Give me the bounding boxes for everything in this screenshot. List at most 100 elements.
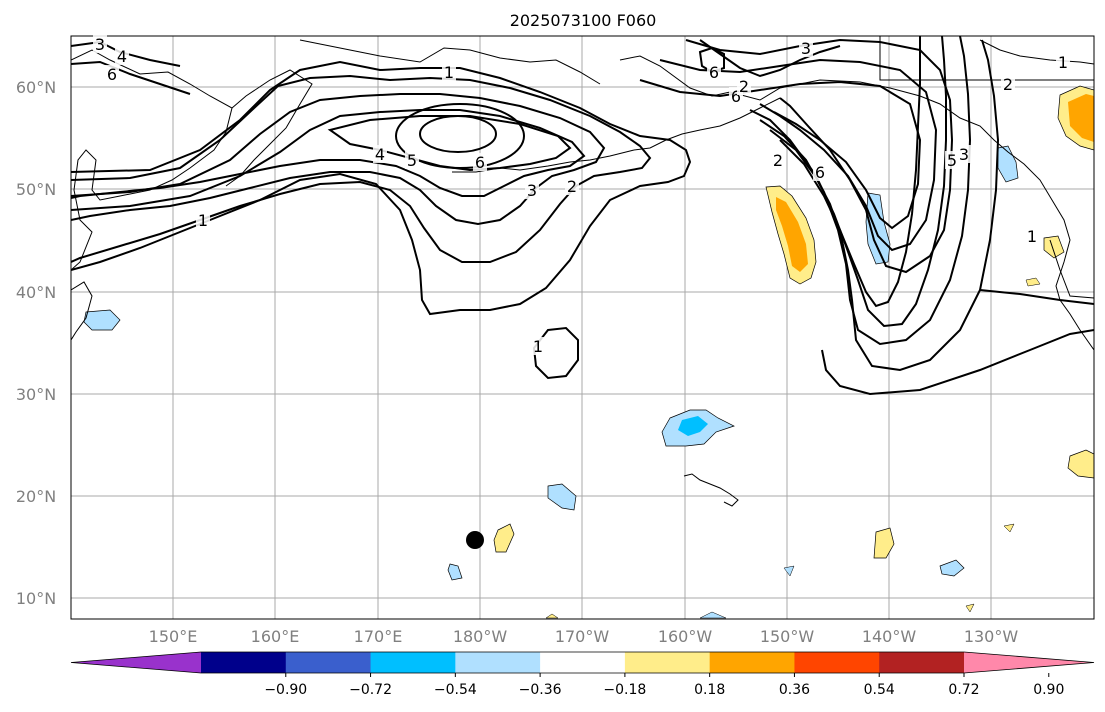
- contour-label-bg: [945, 151, 959, 169]
- contour-1-pacific-east: [685, 38, 954, 274]
- colorbar-swatch: [879, 652, 965, 673]
- fill-negative-small-1: [783, 565, 795, 577]
- contour-label-bg: [1056, 53, 1070, 71]
- coast-kamchatka-peninsula: [225, 69, 313, 187]
- contour-label: 6: [107, 65, 117, 84]
- fill-positive-ca-small: [1025, 277, 1041, 287]
- colorbar-tick-label: 0.36: [779, 682, 810, 698]
- contour-label-bg: [799, 39, 813, 57]
- contour-label: 6: [815, 163, 825, 182]
- contour-label: 2: [1003, 75, 1013, 94]
- contour-label: 5: [407, 151, 417, 170]
- map-frame: [70, 35, 1095, 620]
- colorbar-tick-label: 0.72: [948, 682, 979, 698]
- lon-label-160e: 160°E: [251, 627, 300, 646]
- fill-positive-small-1: [1003, 523, 1015, 533]
- contour-4-north: [71, 109, 586, 211]
- colorbar-swatch: [624, 652, 711, 673]
- fill-negative-vancouver: [997, 145, 1019, 183]
- contour-label: 3: [95, 35, 105, 54]
- contour-3-pacific-east: [639, 79, 922, 230]
- fill-negative-central: [547, 483, 577, 511]
- lon-label-130w: 130°W: [964, 627, 1019, 646]
- longitude-labels: 150°E 160°E 170°E 180°W 170°W 160°W 150°…: [149, 627, 1019, 646]
- latitude-labels: 60°N 50°N 40°N 30°N 20°N 10°N: [16, 78, 56, 608]
- contour-label-bg: [442, 63, 456, 81]
- contour-label-bg: [93, 35, 107, 53]
- colorbar-swatch: [370, 652, 456, 673]
- contour-label: 1: [1027, 227, 1037, 246]
- colorbar-swatch: [709, 652, 795, 673]
- fill-positive-east-edge: [1067, 449, 1094, 479]
- fill-negative-japan-east: [83, 309, 121, 331]
- coast-bc: [979, 39, 1094, 65]
- lat-label-10n: 10°N: [16, 589, 56, 608]
- contour-label: 2: [773, 151, 783, 170]
- lat-label-30n: 30°N: [16, 385, 56, 404]
- contour-label-bg: [196, 211, 210, 229]
- contour-2-pacific-east: [659, 58, 938, 252]
- contour-label-bg: [565, 177, 579, 195]
- fill-negative-offshore-pnw: [865, 192, 891, 265]
- contour-label: 3: [801, 39, 811, 58]
- fill-negative-southeast: [939, 559, 965, 577]
- lat-label-50n: 50°N: [16, 180, 56, 199]
- contour-label-bg: [1001, 75, 1015, 93]
- contour-label-bg: [373, 145, 387, 163]
- contour-top-right-6: [698, 46, 725, 74]
- contour-label: 3: [527, 181, 537, 200]
- colorbar-swatch: [285, 652, 372, 673]
- contour-label-bg: [405, 151, 419, 169]
- contour-label-bg: [1025, 227, 1039, 245]
- colorbar-outline: [70, 651, 1095, 674]
- contour-label-bg: [813, 163, 827, 181]
- colorbar-swatch: [540, 652, 626, 673]
- contour-3-north: [71, 93, 606, 226]
- anomaly-fills: [83, 85, 1094, 619]
- contour-label: 1: [444, 63, 454, 82]
- colorbar-swatch: [455, 652, 541, 673]
- contour-label-bg: [737, 77, 751, 95]
- colorbar-tick-labels: −0.90 −0.72 −0.54 −0.36 −0.18 0.18 0.36 0.54 0.7…: [264, 673, 1064, 698]
- contour-label: 4: [117, 47, 127, 66]
- contour-east-outer: [821, 329, 1094, 396]
- contour-label-bg: [957, 145, 971, 163]
- storm-center-marker: [466, 531, 484, 549]
- contour-6-low-center: [395, 103, 525, 169]
- contour-label: 1: [533, 337, 543, 356]
- contour-8-pacific-east: [779, 36, 921, 308]
- lon-label-150e: 150°E: [149, 627, 198, 646]
- fill-positive-southeast: [873, 527, 895, 559]
- lat-label-60n: 60°N: [16, 78, 56, 97]
- coast-us-west: [1049, 239, 1094, 299]
- colorbar-tick-label: −0.90: [264, 682, 307, 698]
- lat-label-20n: 20°N: [16, 487, 56, 506]
- coast-chukotka: [299, 39, 601, 85]
- colorbar-swatch: [794, 652, 880, 673]
- fill-negative-hawaii-north-core: [678, 416, 708, 436]
- lat-label-40n: 40°N: [16, 283, 56, 302]
- contour-label-bg: [525, 181, 539, 199]
- contour-label: 1: [198, 211, 208, 230]
- contour-top-left-6: [71, 60, 191, 95]
- lon-label-150w: 150°W: [760, 627, 815, 646]
- fill-positive-oregon: [1043, 235, 1065, 259]
- contour-5-north: [327, 115, 572, 172]
- lon-label-140w: 140°W: [862, 627, 917, 646]
- fill-positive-bottom: [545, 613, 559, 619]
- colorbar-swatch: [201, 652, 287, 673]
- colorbar: [70, 651, 1095, 674]
- lon-label-180w: 180°W: [453, 627, 508, 646]
- contour-label: 6: [475, 153, 485, 172]
- map-title: 2025073100 F060: [510, 11, 657, 30]
- contour-label-bg: [473, 153, 487, 171]
- contour-label-bg: [531, 337, 545, 355]
- lon-label-170e: 170°E: [354, 627, 403, 646]
- contour-label: 6: [731, 87, 741, 106]
- contour-label-bg: [115, 47, 129, 65]
- lon-label-170w: 170°W: [555, 627, 610, 646]
- contour-label: 1: [1058, 53, 1068, 72]
- coast-japan: [71, 281, 93, 341]
